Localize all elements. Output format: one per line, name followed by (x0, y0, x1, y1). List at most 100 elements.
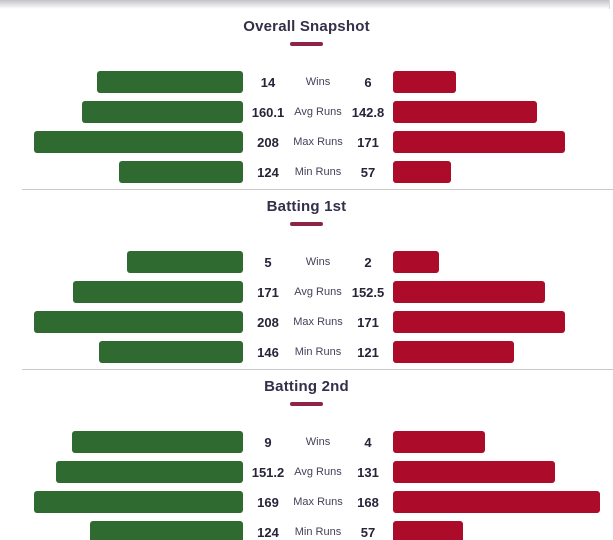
green-bar-cell (0, 341, 243, 363)
metric-rows: 14 Wins 6 160.1 Avg Runs 142.8 208 Max Runs 171 1… (0, 67, 613, 187)
red-value: 57 (360, 524, 376, 540)
green-bar-cell (0, 161, 243, 183)
section-divider (22, 189, 613, 190)
red-bar (393, 101, 537, 123)
red-bar (393, 431, 485, 453)
metric-label: Avg Runs (294, 106, 342, 118)
metric-row-avg-runs: 171 Avg Runs 152.5 (0, 277, 613, 307)
green-bar (127, 251, 243, 273)
section-batting-2nd: Batting 2nd 9 Wins 4 151.2 Avg Runs 131 169 Max … (0, 370, 613, 540)
green-value: 124 (257, 524, 279, 540)
red-bar (393, 251, 439, 273)
metric-row-wins: 5 Wins 2 (0, 247, 613, 277)
green-bar (82, 101, 243, 123)
red-bar-cell (393, 71, 613, 93)
metric-label: Max Runs (293, 496, 343, 508)
metric-label: Max Runs (293, 316, 343, 328)
red-bar (393, 131, 565, 153)
red-bar (393, 311, 565, 333)
red-bar (393, 521, 463, 540)
green-bar (97, 71, 243, 93)
red-value: 121 (357, 344, 379, 360)
metric-rows: 9 Wins 4 151.2 Avg Runs 131 169 Max Runs 168 124 M… (0, 427, 613, 540)
green-value: 14 (260, 74, 276, 90)
section-title: Batting 2nd (264, 378, 349, 395)
red-bar-cell (393, 131, 613, 153)
green-bar-cell (0, 281, 243, 303)
red-bar (393, 341, 514, 363)
metric-label: Wins (305, 436, 331, 448)
green-value: 124 (257, 164, 279, 180)
green-bar (119, 161, 243, 183)
green-value: 9 (264, 434, 272, 450)
green-bar-cell (0, 431, 243, 453)
green-value: 208 (257, 134, 279, 150)
metric-label: Min Runs (294, 346, 342, 358)
green-bar (56, 461, 243, 483)
green-bar-cell (0, 101, 243, 123)
red-bar (393, 161, 451, 183)
green-bar (34, 131, 243, 153)
section-title: Overall Snapshot (243, 18, 370, 35)
metric-label: Wins (305, 256, 331, 268)
metric-row-min-runs: 146 Min Runs 121 (0, 337, 613, 367)
metric-rows: 5 Wins 2 171 Avg Runs 152.5 208 Max Runs 171 146 M… (0, 247, 613, 367)
red-bar (393, 461, 555, 483)
green-value: 208 (257, 314, 279, 330)
metric-row-min-runs: 124 Min Runs 57 (0, 157, 613, 187)
green-bar (73, 281, 243, 303)
title-underline (290, 402, 323, 406)
red-bar-cell (393, 161, 613, 183)
green-bar (34, 311, 243, 333)
green-bar-cell (0, 521, 243, 540)
red-bar-cell (393, 521, 613, 540)
red-value: 142.8 (351, 104, 385, 120)
metric-row-min-runs: 124 Min Runs 57 (0, 517, 613, 540)
metric-row-max-runs: 208 Max Runs 171 (0, 127, 613, 157)
metric-label: Min Runs (294, 166, 342, 178)
metric-row-max-runs: 169 Max Runs 168 (0, 487, 613, 517)
section-overall-snapshot: Overall Snapshot 14 Wins 6 160.1 Avg Runs 142.… (0, 10, 613, 187)
green-value: 5 (264, 254, 272, 270)
red-value: 4 (364, 434, 372, 450)
metric-label: Min Runs (294, 526, 342, 538)
green-bar (72, 431, 243, 453)
red-value: 6 (364, 74, 372, 90)
green-bar (34, 491, 243, 513)
section-title: Batting 1st (266, 198, 347, 215)
red-bar (393, 281, 545, 303)
metric-label: Max Runs (293, 136, 343, 148)
green-value: 146 (257, 344, 279, 360)
metric-label: Wins (305, 76, 331, 88)
green-bar (99, 341, 243, 363)
red-value: 2 (364, 254, 372, 270)
metric-label: Avg Runs (294, 466, 342, 478)
red-value: 168 (357, 494, 379, 510)
green-value: 169 (257, 494, 279, 510)
title-underline (290, 222, 323, 226)
green-value: 151.2 (251, 464, 285, 480)
section-batting-1st: Batting 1st 5 Wins 2 171 Avg Runs 152.5 208 Max … (0, 190, 613, 367)
green-value: 160.1 (251, 104, 285, 120)
red-value: 57 (360, 164, 376, 180)
title-underline (290, 42, 323, 46)
green-bar-cell (0, 311, 243, 333)
metric-label: Avg Runs (294, 286, 342, 298)
top-shadow-gradient (0, 0, 610, 9)
green-value: 171 (257, 284, 279, 300)
green-bar-cell (0, 491, 243, 513)
metric-row-max-runs: 208 Max Runs 171 (0, 307, 613, 337)
green-bar-cell (0, 251, 243, 273)
metric-row-wins: 14 Wins 6 (0, 67, 613, 97)
red-bar-cell (393, 251, 613, 273)
red-bar-cell (393, 311, 613, 333)
red-value: 171 (357, 314, 379, 330)
green-bar-cell (0, 71, 243, 93)
red-bar-cell (393, 281, 613, 303)
metric-row-wins: 9 Wins 4 (0, 427, 613, 457)
red-bar-cell (393, 341, 613, 363)
red-bar (393, 71, 456, 93)
red-value: 152.5 (351, 284, 385, 300)
